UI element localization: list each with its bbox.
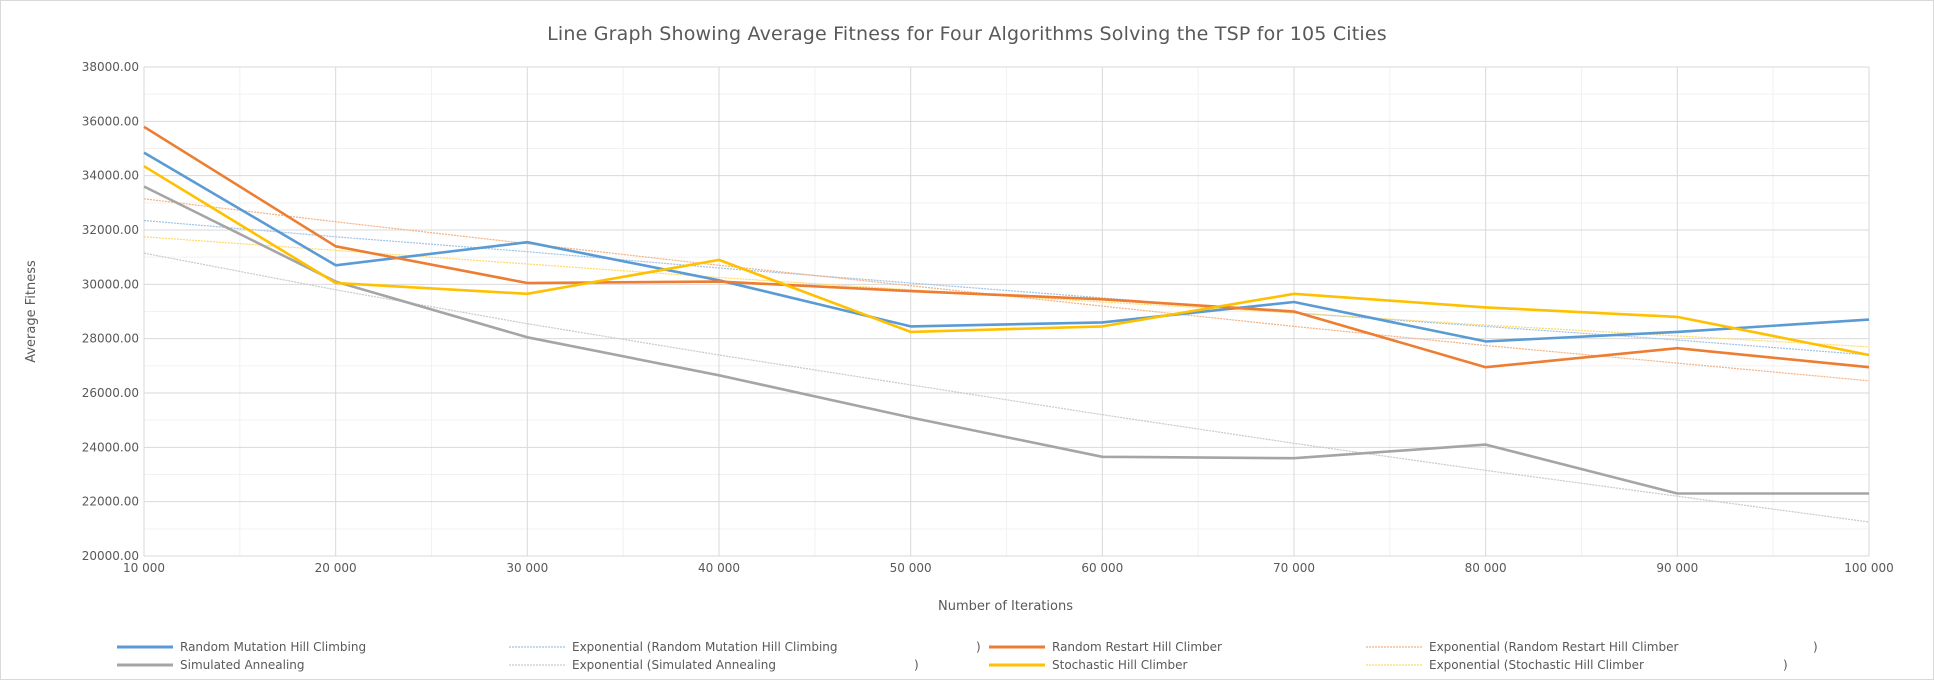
x-tick-label: 100 000 <box>1844 561 1894 575</box>
legend-label-trendline: Exponential (Simulated Annealing <box>572 658 776 672</box>
x-tick-label: 10 000 <box>123 561 165 575</box>
y-tick-label: 32000.00 <box>82 223 139 237</box>
y-tick-label: 28000.00 <box>82 332 139 346</box>
legend-label-series: Stochastic Hill Climber <box>1052 658 1188 672</box>
x-tick-label: 70 000 <box>1273 561 1315 575</box>
y-tick-label: 22000.00 <box>82 495 139 509</box>
series-line-0 <box>143 151 1870 343</box>
y-tick-label: 20000.00 <box>82 549 139 563</box>
trendline-0 <box>143 219 1870 356</box>
legend-label-series: Simulated Annealing <box>180 658 305 672</box>
legend-label-series: Random Mutation Hill Climbing <box>180 640 366 654</box>
x-tick-label: 60 000 <box>1081 561 1123 575</box>
legend-label-trendline: Exponential (Stochastic Hill Climber <box>1429 658 1644 672</box>
y-tick-label: 38000.00 <box>82 60 139 74</box>
x-tick-label: 50 000 <box>890 561 932 575</box>
legend-label-paren: ) <box>1783 658 1788 672</box>
x-tick-label: 40 000 <box>698 561 740 575</box>
y-tick-label: 34000.00 <box>82 169 139 183</box>
x-tick-label: 30 000 <box>506 561 548 575</box>
legend-label-trendline: Exponential (Random Restart Hill Climber <box>1429 640 1678 654</box>
legend-label-paren: ) <box>914 658 919 672</box>
y-tick-label: 36000.00 <box>82 114 139 128</box>
series-line-2 <box>143 185 1869 495</box>
legend-label-paren: ) <box>976 640 981 654</box>
legend-label-paren: ) <box>1813 640 1818 654</box>
series-line-3 <box>143 165 1870 357</box>
y-tick-label: 24000.00 <box>82 440 139 454</box>
trendline-2 <box>143 252 1870 523</box>
chart-title: Line Graph Showing Average Fitness for F… <box>547 23 1387 45</box>
legend-label-trendline: Exponential (Random Mutation Hill Climbi… <box>572 640 838 654</box>
y-axis-title: Average Fitness <box>24 260 39 363</box>
legend-label-series: Random Restart Hill Climber <box>1052 640 1222 654</box>
y-tick-label: 26000.00 <box>82 386 139 400</box>
series-line-1 <box>143 125 1870 369</box>
x-tick-label: 20 000 <box>315 561 357 575</box>
x-tick-label: 80 000 <box>1465 561 1507 575</box>
x-axis-title: Number of Iterations <box>938 599 1073 614</box>
x-tick-label: 90 000 <box>1656 561 1698 575</box>
y-tick-label: 30000.00 <box>82 277 139 291</box>
